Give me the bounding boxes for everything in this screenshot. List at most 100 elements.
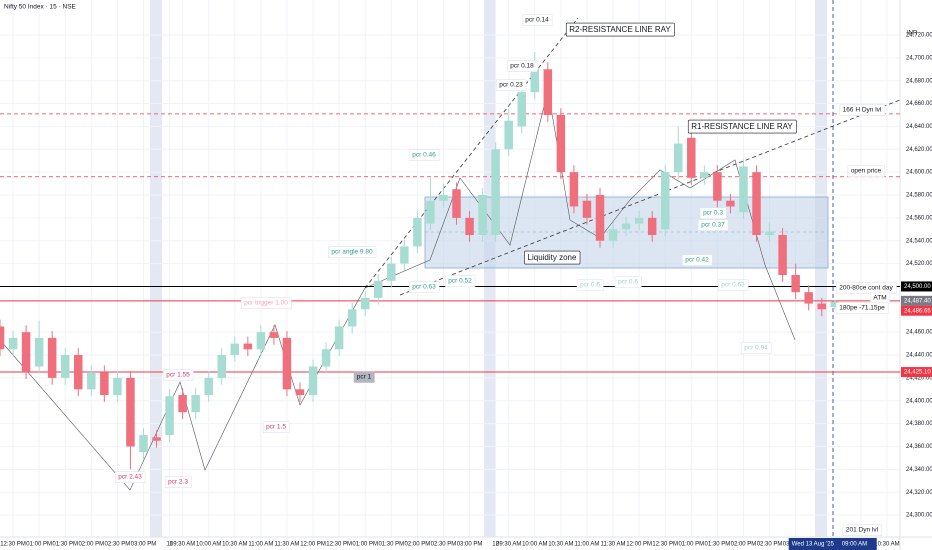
candle-body bbox=[556, 114, 566, 173]
candle-body bbox=[360, 297, 370, 310]
y-tick-label: 24,460.00 bbox=[906, 330, 932, 336]
x-tick-label: 12:00 PM bbox=[300, 542, 326, 548]
y-tick-label: 24,440.00 bbox=[906, 353, 932, 359]
annotation-box bbox=[408, 149, 440, 162]
x-tick-label: 01:00 PM bbox=[678, 542, 704, 548]
annotation: pcr 0.94 bbox=[744, 345, 768, 352]
annotation: R1-RESISTANCE LINE RAY bbox=[691, 122, 793, 131]
candle-body bbox=[256, 332, 266, 350]
x-tick-label: 12:30 PM bbox=[652, 542, 678, 548]
candle-body bbox=[830, 301, 840, 308]
price-label: 24,500.00 bbox=[904, 284, 931, 290]
candle-body bbox=[621, 223, 631, 230]
candle-body bbox=[778, 235, 787, 276]
candle-body bbox=[269, 332, 279, 338]
price-label-bg bbox=[901, 305, 932, 316]
x-tick-label: 11:30 AM bbox=[601, 542, 626, 548]
annotation-box bbox=[847, 165, 885, 178]
y-tick-label: 24,520.00 bbox=[906, 261, 932, 267]
candle-body bbox=[660, 172, 670, 230]
annotation-box bbox=[565, 22, 675, 37]
x-tick-label: 01:30 PM bbox=[705, 542, 731, 548]
annotation: pcr 0.3 bbox=[703, 210, 723, 217]
price-label: 24,486.65 bbox=[904, 308, 931, 314]
candle-body bbox=[230, 343, 240, 356]
candle-body bbox=[713, 172, 722, 201]
annotation: pcr 0.6 bbox=[618, 279, 638, 286]
x-tick-label: 02:00 PM bbox=[405, 542, 431, 548]
session-band bbox=[484, 0, 496, 537]
annotation: open price bbox=[851, 168, 882, 175]
annotation: pcr 1.5 bbox=[266, 424, 286, 431]
candle-body bbox=[308, 366, 318, 396]
candle-body bbox=[0, 326, 5, 350]
annotation-box bbox=[839, 104, 886, 117]
annotation: pcr 0.18 bbox=[510, 63, 534, 70]
candle-body bbox=[530, 69, 540, 93]
candle-body bbox=[387, 263, 396, 281]
y-tick-label: 24,400.00 bbox=[906, 398, 932, 404]
price-label: 24,487.40 bbox=[904, 298, 931, 304]
x-tick-label: 10:30 AM bbox=[222, 542, 247, 548]
grid bbox=[0, 0, 900, 537]
candle-body bbox=[178, 395, 187, 413]
annotation: pcr 0.63 bbox=[412, 284, 436, 291]
candle-body bbox=[726, 200, 735, 207]
annotation-box bbox=[262, 421, 290, 434]
annotation: pcr 0.52 bbox=[448, 278, 472, 285]
x-tick-label: 02:30 PM bbox=[105, 542, 131, 548]
x-tick-label: 12:30 PM bbox=[0, 542, 26, 548]
candle-body bbox=[517, 92, 526, 127]
price-label: 24,425.10 bbox=[904, 370, 931, 376]
y-tick-label: 24,380.00 bbox=[906, 421, 932, 427]
annotation: pcr 0.14 bbox=[525, 17, 549, 24]
candle-body bbox=[295, 389, 305, 396]
x-tick-label: 02:00 PM bbox=[78, 542, 104, 548]
annotation-box bbox=[842, 524, 882, 537]
candle-body bbox=[100, 372, 109, 396]
annotation-box bbox=[681, 254, 713, 267]
candle-body bbox=[47, 337, 57, 378]
x-tick-label: 09:30 AM bbox=[496, 542, 521, 548]
chart-title: Nifty 50 Index · 15 · NSE bbox=[4, 4, 77, 11]
annotation: pcr 1.55 bbox=[166, 372, 190, 379]
crosshair-date: Wed 13 Aug '25 bbox=[792, 542, 835, 548]
candle-body bbox=[791, 275, 800, 293]
y-tick-label: 24,660.00 bbox=[906, 101, 932, 107]
x-tick-label: 10:30 AM bbox=[548, 542, 573, 548]
annotation-box bbox=[697, 219, 729, 232]
annotation-box bbox=[240, 297, 292, 310]
candle-body bbox=[34, 337, 44, 367]
x-tick-label: 10:30 AM bbox=[874, 542, 899, 548]
annotation: pcr 0.37 bbox=[701, 222, 725, 229]
annotation: pcr angle 9.80 bbox=[331, 249, 373, 256]
candle-body bbox=[752, 172, 761, 236]
candle-body bbox=[687, 137, 696, 178]
candle-body bbox=[21, 332, 31, 373]
currency: INR bbox=[907, 31, 918, 37]
candle-body bbox=[400, 246, 409, 264]
y-tick-label: 24,640.00 bbox=[906, 124, 932, 130]
annotation: 201 Dyn lvl bbox=[846, 527, 879, 534]
candle-body bbox=[126, 377, 135, 447]
y-tick-label: 24,540.00 bbox=[906, 238, 932, 244]
annotation-box bbox=[576, 279, 604, 292]
annotation: R2-RESISTANCE LINE RAY bbox=[569, 25, 671, 34]
candle-body bbox=[413, 217, 422, 247]
price-label-bg bbox=[901, 281, 932, 292]
candle-body bbox=[647, 217, 657, 236]
candle-body bbox=[8, 337, 18, 350]
candle-body bbox=[491, 149, 500, 236]
candle-body bbox=[152, 437, 161, 441]
y-tick-label: 24,580.00 bbox=[906, 193, 932, 199]
annotation-box bbox=[687, 119, 797, 134]
x-tick-label: 11:00 AM bbox=[575, 542, 600, 548]
annotation: Liquidity zone bbox=[528, 253, 577, 262]
candle-body bbox=[765, 231, 774, 236]
annotation-box bbox=[506, 60, 538, 73]
candle-body bbox=[452, 189, 461, 218]
candle-body bbox=[674, 143, 683, 173]
price-label-bg bbox=[901, 295, 932, 306]
candle-body bbox=[739, 166, 748, 213]
